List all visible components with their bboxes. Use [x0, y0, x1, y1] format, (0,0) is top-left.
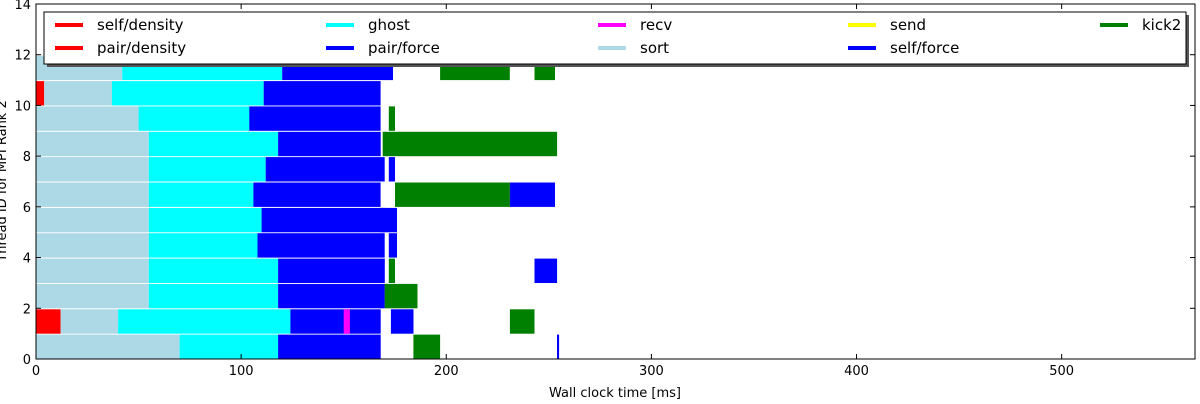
task-bar-thread-8-1	[148, 131, 278, 157]
task-bar-thread-2-1	[148, 283, 278, 309]
task-bar-thread-7-2	[265, 157, 385, 182]
task-bar-thread-2-0	[36, 283, 149, 309]
task-bar-thread-4-0	[36, 233, 149, 258]
x-axis-label: Wall clock time [ms]	[549, 386, 681, 400]
task-bars	[36, 55, 560, 359]
task-bar-thread-1-4	[343, 309, 350, 334]
task-bar-thread-5-2	[261, 207, 385, 233]
task-bar-thread-4-2	[257, 233, 385, 258]
task-bar-thread-4-1	[148, 233, 258, 258]
task-bar-thread-10-0	[36, 81, 45, 106]
task-bar-thread-1-5	[390, 309, 414, 334]
task-bar-thread-0-1	[179, 334, 279, 359]
plot-frame	[35, 3, 1196, 360]
task-bar-thread-6-1	[148, 182, 254, 207]
task-bar-thread-7-0	[36, 157, 149, 182]
legend-label: self/force	[890, 39, 959, 57]
task-bar-thread-9-1	[138, 106, 250, 131]
legend-label: sort	[640, 39, 669, 57]
legend-label: kick2	[1142, 16, 1181, 34]
task-bar-thread-7-3	[388, 157, 395, 182]
y-axis-label: Thread ID for MPI Rank 2	[0, 100, 10, 262]
legend-label: ghost	[368, 16, 410, 34]
task-bar-thread-5-1	[148, 207, 262, 233]
x-tick-label: 200	[434, 364, 459, 379]
task-bar-thread-6-0	[36, 182, 149, 207]
task-bar-thread-3-3	[388, 258, 395, 283]
task-bar-thread-2-2	[278, 283, 385, 309]
legend-label: recv	[640, 16, 672, 34]
x-tick-label: 400	[844, 364, 869, 379]
x-tick-label: 0	[32, 364, 40, 379]
task-bar-thread-5-3	[380, 207, 397, 233]
legend-label: pair/force	[368, 39, 440, 57]
task-bar-thread-0-2	[278, 334, 381, 359]
legend-box	[43, 11, 1187, 65]
task-bar-thread-3-2	[278, 258, 385, 283]
task-bar-thread-1-6	[509, 309, 535, 334]
task-bar-thread-8-2	[278, 131, 381, 157]
y-tick-label: 2	[23, 302, 31, 317]
task-bar-thread-10-1	[44, 81, 112, 106]
task-bar-thread-2-3	[384, 283, 418, 309]
task-bar-thread-1-0	[36, 309, 61, 334]
task-bar-thread-6-3	[395, 182, 510, 207]
x-tick-label: 500	[1049, 364, 1074, 379]
task-bar-thread-4-3	[388, 233, 397, 258]
task-bar-thread-0-4	[557, 334, 560, 359]
task-bar-thread-7-1	[148, 157, 266, 182]
task-bar-thread-8-0	[36, 131, 149, 157]
task-bar-thread-6-2	[253, 182, 381, 207]
y-tick-label: 10	[14, 99, 31, 114]
legend-label: send	[890, 16, 926, 34]
x-tick-label: 100	[229, 364, 254, 379]
task-bar-thread-1-1	[60, 309, 118, 334]
task-bar-thread-3-0	[36, 258, 149, 283]
y-tick-label: 12	[14, 49, 31, 64]
task-bar-thread-9-0	[36, 106, 139, 131]
task-bar-thread-9-3	[388, 106, 395, 131]
legend-label: self/density	[97, 16, 184, 34]
task-bar-thread-10-3	[263, 81, 381, 106]
task-bar-thread-0-0	[36, 334, 180, 359]
task-bar-thread-8-3	[382, 131, 558, 157]
task-bar-thread-3-1	[148, 258, 278, 283]
y-tick-label: 14	[14, 0, 31, 13]
legend: self/density pair/density ghost pair/force r…	[43, 11, 1189, 67]
task-bar-thread-3-4	[534, 258, 558, 283]
legend-label: pair/density	[97, 39, 186, 57]
axis-ticks: 0 100 200 300 400 500 0 2 4 6 8 10 12 14	[14, 0, 1195, 379]
task-bar-thread-1-2	[118, 309, 291, 334]
x-tick-label: 300	[639, 364, 664, 379]
task-bar-thread-5-0	[36, 207, 149, 233]
y-tick-label: 0	[23, 353, 31, 368]
y-tick-label: 6	[23, 201, 31, 216]
task-bar-thread-0-3	[413, 334, 441, 359]
y-tick-label: 8	[23, 150, 31, 165]
task-bar-thread-10-2	[111, 81, 264, 106]
y-tick-label: 4	[23, 252, 31, 267]
task-bar-thread-1-3	[290, 309, 381, 334]
task-bar-thread-9-2	[249, 106, 381, 131]
task-bar-thread-6-4	[509, 182, 555, 207]
